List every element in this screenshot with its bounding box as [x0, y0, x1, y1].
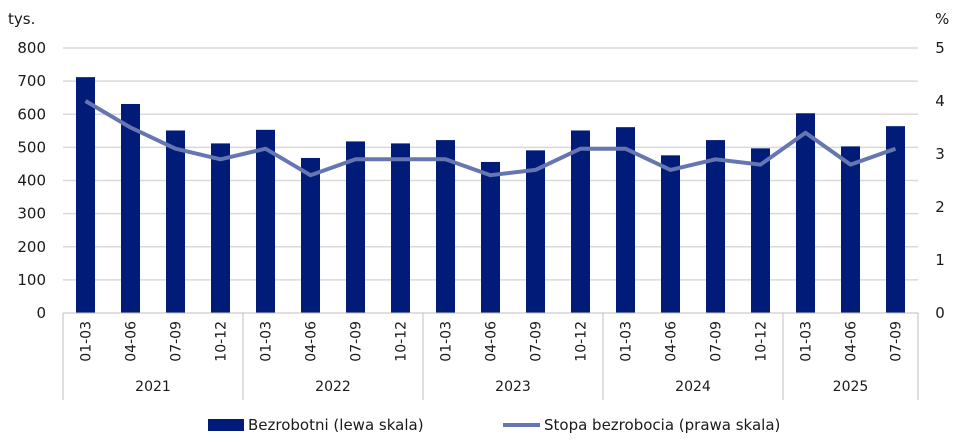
category-label: 04-06 — [664, 321, 680, 362]
year-label: 2021 — [135, 379, 171, 395]
right-axis-unit: % — [935, 10, 949, 28]
legend-bar-label: Bezrobotni (lewa skala) — [248, 416, 424, 434]
bar — [661, 155, 680, 313]
bar — [211, 143, 230, 313]
bar — [166, 130, 185, 313]
category-label: 07-09 — [169, 321, 185, 362]
bar — [706, 140, 725, 313]
left-tick-label: 700 — [17, 72, 46, 90]
category-label: 10-12 — [214, 321, 230, 362]
category-label: 04-06 — [124, 321, 140, 362]
bar — [121, 103, 140, 313]
right-tick-label: 0 — [935, 304, 945, 322]
bar — [436, 140, 455, 313]
legend-bar-swatch — [208, 419, 244, 431]
left-tick-label: 800 — [17, 39, 46, 57]
left-tick-label: 300 — [17, 205, 46, 223]
category-label: 01-03 — [439, 321, 455, 362]
legend-line-label: Stopa bezrobocia (prawa skala) — [544, 416, 780, 434]
category-label: 01-03 — [799, 321, 815, 362]
left-tick-label: 0 — [36, 304, 46, 322]
left-tick-label: 500 — [17, 138, 46, 156]
year-label: 2025 — [833, 379, 869, 395]
category-label: 07-09 — [529, 321, 545, 362]
category-label: 01-03 — [619, 321, 635, 362]
bar — [796, 113, 815, 313]
category-label: 01-03 — [259, 321, 275, 362]
right-tick-label: 4 — [935, 92, 945, 110]
bar — [526, 150, 545, 313]
category-label: 07-09 — [889, 321, 905, 362]
bar — [346, 141, 365, 313]
right-tick-label: 1 — [935, 251, 945, 269]
bar — [616, 127, 635, 313]
category-label: 07-09 — [709, 321, 725, 362]
bar — [256, 129, 275, 313]
category-label: 10-12 — [574, 321, 590, 362]
year-label: 2024 — [675, 379, 711, 395]
year-label: 2022 — [315, 379, 351, 395]
category-label: 10-12 — [394, 321, 410, 362]
right-tick-label: 2 — [935, 198, 945, 216]
category-label: 04-06 — [304, 321, 320, 362]
bar — [886, 126, 905, 313]
left-tick-label: 400 — [17, 172, 46, 190]
year-label: 2023 — [495, 379, 531, 395]
left-tick-label: 200 — [17, 238, 46, 256]
right-tick-label: 3 — [935, 145, 945, 163]
bar — [571, 130, 590, 313]
bar — [751, 148, 770, 313]
bar — [841, 146, 860, 313]
category-label: 01-03 — [79, 321, 95, 362]
category-label: 04-06 — [844, 321, 860, 362]
bar — [391, 143, 410, 313]
left-tick-label: 600 — [17, 105, 46, 123]
right-tick-label: 5 — [935, 39, 945, 57]
category-label: 04-06 — [484, 321, 500, 362]
category-label: 07-09 — [349, 321, 365, 362]
bar — [76, 77, 95, 314]
left-tick-label: 100 — [17, 271, 46, 289]
left-axis-unit: tys. — [8, 10, 35, 28]
bar — [481, 161, 500, 313]
bar — [301, 157, 320, 313]
category-label: 10-12 — [754, 321, 770, 362]
